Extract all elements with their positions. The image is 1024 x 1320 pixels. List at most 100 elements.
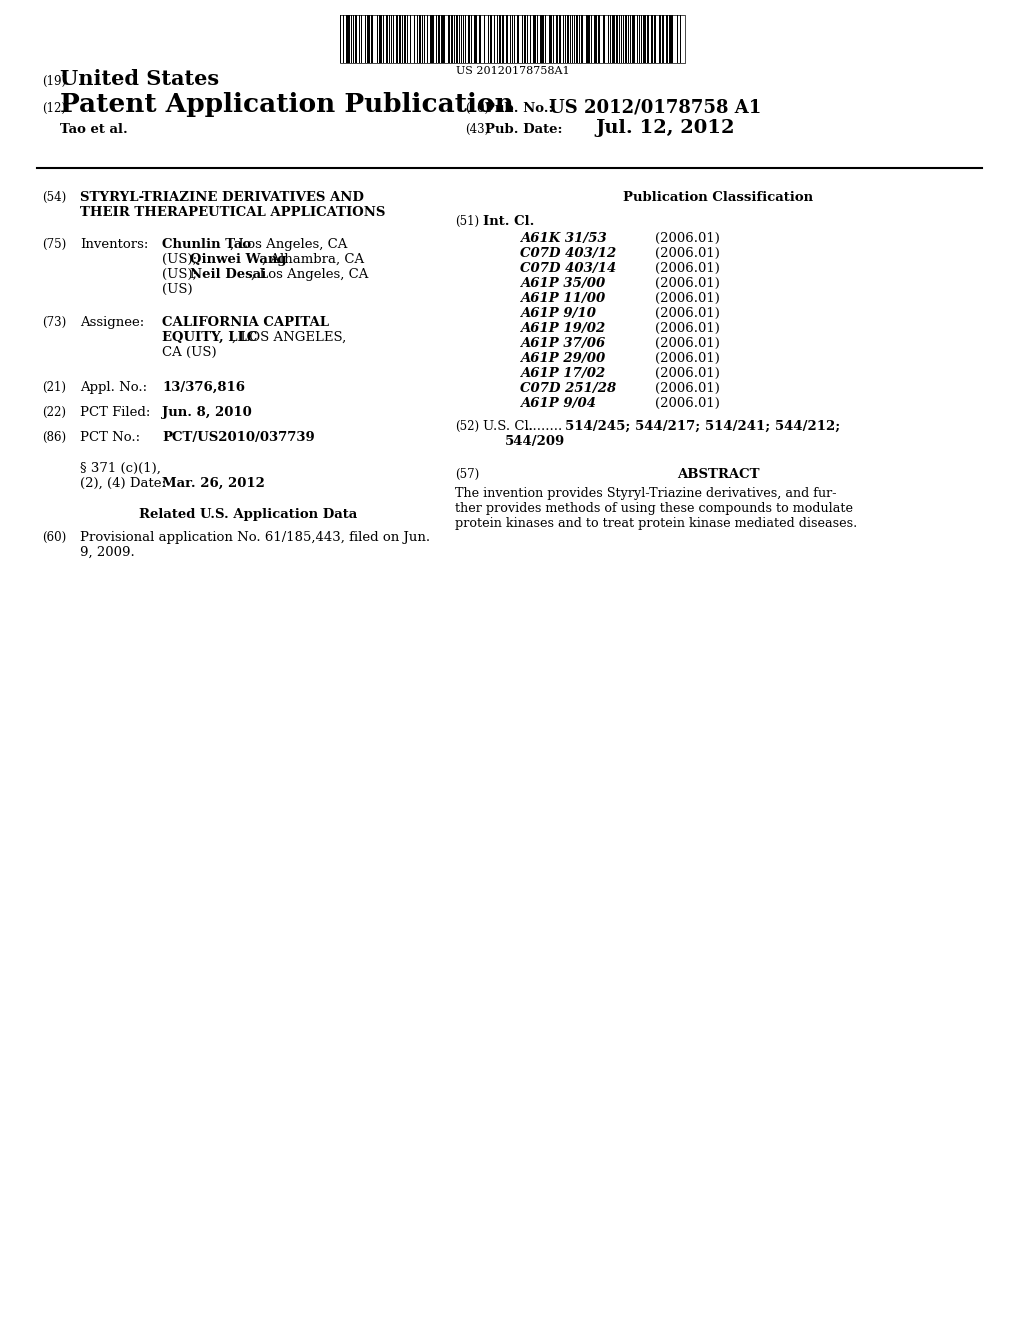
Text: Patent Application Publication: Patent Application Publication — [60, 92, 514, 117]
Text: 544/209: 544/209 — [505, 436, 565, 447]
Text: A61P 17/02: A61P 17/02 — [520, 367, 605, 380]
Text: (43): (43) — [465, 123, 489, 136]
Bar — [479, 15, 481, 63]
Text: (60): (60) — [42, 531, 67, 544]
Text: Tao et al.: Tao et al. — [60, 123, 128, 136]
Text: (21): (21) — [42, 381, 66, 393]
Bar — [506, 15, 508, 63]
Text: Chunlin Tao: Chunlin Tao — [162, 238, 251, 251]
Bar — [438, 15, 440, 63]
Bar — [394, 15, 396, 63]
Bar — [517, 15, 519, 63]
Text: (12): (12) — [42, 102, 66, 115]
Bar — [603, 15, 605, 63]
Bar — [425, 15, 427, 63]
Bar — [561, 15, 563, 63]
Text: (73): (73) — [42, 315, 67, 329]
Text: (10): (10) — [465, 102, 489, 115]
Bar — [386, 15, 388, 63]
Bar — [654, 15, 656, 63]
Bar — [556, 15, 558, 63]
Bar — [411, 15, 414, 63]
Text: Provisional application No. 61/185,443, filed on Jun.: Provisional application No. 61/185,443, … — [80, 531, 430, 544]
Text: (51): (51) — [455, 215, 479, 228]
Text: Pub. No.:: Pub. No.: — [485, 102, 554, 115]
Text: (US);: (US); — [162, 268, 202, 281]
Text: Assignee:: Assignee: — [80, 315, 144, 329]
Bar — [445, 15, 449, 63]
Text: A61P 29/00: A61P 29/00 — [520, 352, 605, 366]
Bar — [341, 15, 343, 63]
Bar — [616, 15, 618, 63]
Bar — [474, 15, 477, 63]
Text: ther provides methods of using these compounds to modulate: ther provides methods of using these com… — [455, 502, 853, 515]
Bar — [567, 15, 569, 63]
Bar — [373, 15, 377, 63]
Text: (2006.01): (2006.01) — [655, 367, 720, 380]
Bar — [485, 15, 488, 63]
Text: Pub. Date:: Pub. Date: — [485, 123, 562, 136]
Text: , Los Angeles, CA: , Los Angeles, CA — [251, 268, 369, 281]
Text: (54): (54) — [42, 191, 67, 205]
Text: 13/376,816: 13/376,816 — [162, 381, 245, 393]
Bar — [662, 15, 664, 63]
Text: (22): (22) — [42, 407, 66, 418]
Bar — [524, 15, 526, 63]
Bar — [508, 15, 510, 63]
Text: PCT/US2010/037739: PCT/US2010/037739 — [162, 432, 314, 444]
Text: A61P 9/04: A61P 9/04 — [520, 397, 596, 411]
Bar — [344, 15, 346, 63]
Bar — [408, 15, 410, 63]
Bar — [586, 15, 590, 63]
Bar — [612, 15, 615, 63]
Bar — [632, 15, 635, 63]
Bar — [415, 15, 417, 63]
Bar — [605, 15, 608, 63]
Text: STYRYL-TRIAZINE DERIVATIVES AND: STYRYL-TRIAZINE DERIVATIVES AND — [80, 191, 364, 205]
Bar — [434, 15, 436, 63]
Text: Neil Desai: Neil Desai — [190, 268, 266, 281]
Text: Mar. 26, 2012: Mar. 26, 2012 — [162, 477, 265, 490]
Text: 9, 2009.: 9, 2009. — [80, 546, 135, 558]
Text: Int. Cl.: Int. Cl. — [483, 215, 535, 228]
Bar — [466, 15, 468, 63]
Text: PCT Filed:: PCT Filed: — [80, 407, 151, 418]
Bar — [504, 15, 506, 63]
Bar — [419, 15, 421, 63]
Bar — [554, 15, 556, 63]
Text: Related U.S. Application Data: Related U.S. Application Data — [139, 508, 357, 521]
Bar — [666, 15, 668, 63]
Bar — [481, 15, 484, 63]
Bar — [404, 15, 406, 63]
Text: (2006.01): (2006.01) — [655, 292, 720, 305]
Text: US 20120178758A1: US 20120178758A1 — [456, 66, 569, 77]
Text: (2006.01): (2006.01) — [655, 337, 720, 350]
Text: (2006.01): (2006.01) — [655, 261, 720, 275]
Bar — [490, 15, 492, 63]
Bar — [583, 15, 586, 63]
Bar — [519, 15, 522, 63]
Text: C07D 251/28: C07D 251/28 — [520, 381, 616, 395]
Bar — [472, 15, 474, 63]
Text: (2006.01): (2006.01) — [655, 308, 720, 319]
Text: (US): (US) — [162, 282, 193, 296]
Bar — [681, 15, 685, 63]
Bar — [651, 15, 653, 63]
Text: EQUITY, LLC: EQUITY, LLC — [162, 331, 257, 345]
Text: C07D 403/14: C07D 403/14 — [520, 261, 616, 275]
Text: 514/245; 544/217; 514/241; 544/212;: 514/245; 544/217; 514/241; 544/212; — [565, 420, 841, 433]
Text: (57): (57) — [455, 469, 479, 480]
Text: (2006.01): (2006.01) — [655, 397, 720, 411]
Text: Jul. 12, 2012: Jul. 12, 2012 — [595, 119, 734, 137]
Bar — [598, 15, 600, 63]
Bar — [502, 15, 504, 63]
Bar — [451, 15, 453, 63]
Text: A61P 19/02: A61P 19/02 — [520, 322, 605, 335]
Text: CA (US): CA (US) — [162, 346, 217, 359]
Text: A61P 9/10: A61P 9/10 — [520, 308, 596, 319]
Text: ABSTRACT: ABSTRACT — [677, 469, 760, 480]
Bar — [355, 15, 357, 63]
Text: THEIR THERAPEUTICAL APPLICATIONS: THEIR THERAPEUTICAL APPLICATIONS — [80, 206, 385, 219]
Bar — [492, 15, 494, 63]
Text: Qinwei Wang: Qinwei Wang — [190, 253, 287, 267]
